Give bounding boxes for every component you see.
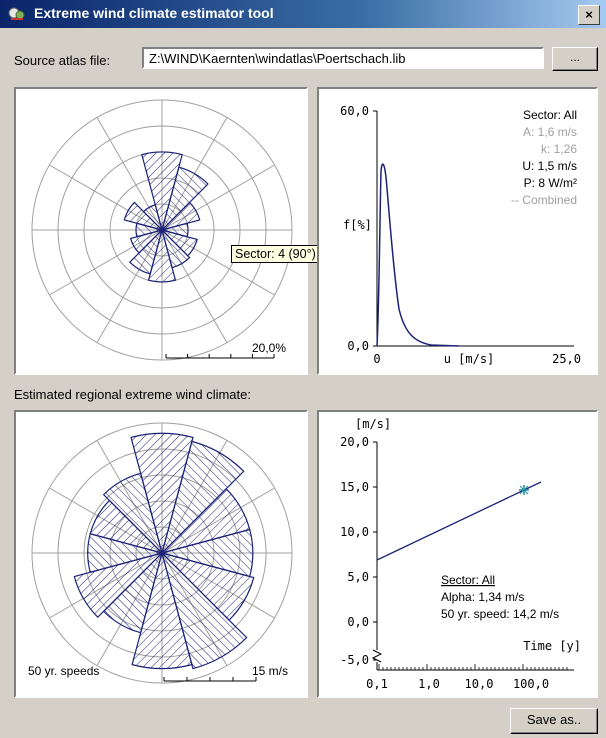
gumbel-panel: [m/s] 20,0 15,0 10,0 5,0 0,0 -5,0 0,1 1,0 10,0 1…: [317, 410, 598, 698]
fifty-year-marker: [519, 485, 529, 495]
extreme-rose-sector-1[interactable]: [130, 432, 194, 556]
info-p: P: 8 W/m²: [524, 176, 577, 190]
freq-rose-sector-11[interactable]: [123, 201, 165, 232]
gumbel-x-tick-label: 0,1: [366, 677, 388, 691]
extreme-rose-sector-7[interactable]: [131, 550, 193, 670]
freq-rose-sector-7[interactable]: [147, 227, 177, 283]
app-icon: [8, 7, 25, 20]
extreme-rose-panel: 50 yr. speeds 15 m/s: [14, 410, 308, 698]
gumbel-x-tick-label: 100,0: [513, 677, 549, 691]
title-bar: Extreme wind climate estimator tool ×: [0, 0, 606, 28]
extreme-rose: 50 yr. speeds 15 m/s: [28, 422, 293, 684]
extreme-rose-center: [159, 550, 165, 556]
gumbel-sector: Sector: All: [441, 573, 495, 587]
freq-rose-sector-8[interactable]: [128, 227, 164, 275]
gumbel-y-tick-label: 10,0: [340, 525, 369, 539]
extreme-rose-sector-12[interactable]: [102, 472, 164, 556]
y-tick-bottom: 0,0: [347, 339, 369, 353]
save-as-button[interactable]: Save as..: [510, 708, 598, 734]
gumbel-50yr-speed: 50 yr. speed: 14,2 m/s: [441, 607, 559, 621]
info-combined: -- Combined: [511, 193, 577, 207]
gumbel-x-tick-label: 10,0: [465, 677, 494, 691]
x-tick-right: 25,0: [552, 352, 581, 366]
distribution-curve: [376, 163, 460, 347]
browse-button[interactable]: ...: [552, 47, 598, 71]
rose-scale-label: 20,0%: [252, 341, 286, 355]
freq-rose-sector-1[interactable]: [141, 151, 183, 233]
y-tick-top: 60,0: [340, 104, 369, 118]
source-path-field[interactable]: Z:\WIND\Kaernten\windatlas\Poertschach.l…: [142, 47, 544, 69]
gumbel-y-unit: [m/s]: [355, 417, 391, 431]
gumbel-y-tick-label: 20,0: [340, 435, 369, 449]
source-label: Source atlas file:: [14, 53, 111, 68]
gumbel-y-tick-label: 5,0: [347, 570, 369, 584]
freq-rose-sector-3[interactable]: [159, 201, 201, 232]
extreme-scale-label: 15 m/s: [252, 664, 288, 678]
close-button[interactable]: ×: [578, 5, 600, 25]
info-sector: Sector: All: [523, 108, 577, 122]
extreme-rose-sector-9[interactable]: [73, 551, 165, 619]
distribution-panel: 60,0 0,0 f[%] 0 25,0 u [m/s] Sector: All…: [317, 87, 598, 375]
freq-rose-center: [159, 227, 165, 233]
gumbel-fit-line: [376, 481, 542, 561]
gumbel-x-tick-label: 1,0: [418, 677, 440, 691]
info-k: k: 1,26: [541, 142, 577, 156]
info-u: U: 1,5 m/s: [522, 159, 577, 173]
x-tick-left: 0: [373, 352, 380, 366]
x-axis-label: u [m/s]: [444, 352, 495, 366]
freq-rose-sector-9[interactable]: [129, 228, 165, 254]
gumbel-y-tick-label: 15,0: [340, 480, 369, 494]
extreme-rose-caption: 50 yr. speeds: [28, 664, 99, 678]
gumbel-alpha: Alpha: 1,34 m/s: [441, 590, 524, 604]
extreme-rose-sector-2[interactable]: [160, 440, 245, 556]
freq-rose-sector-2[interactable]: [160, 166, 209, 233]
gumbel-x-label: Time [y]: [523, 639, 581, 653]
frequency-rose: 20,0%: [31, 99, 293, 361]
y-axis-label: f[%]: [343, 218, 372, 232]
distribution-chart: 60,0 0,0 f[%] 0 25,0 u [m/s] Sector: All…: [340, 104, 581, 366]
freq-rose-sector-12[interactable]: [142, 204, 164, 233]
frequency-rose-panel: 20,0%: [14, 87, 308, 375]
info-a: A: 1,6 m/s: [523, 125, 577, 139]
extreme-section-label: Estimated regional extreme wind climate:: [14, 387, 251, 402]
gumbel-chart: [m/s] 20,0 15,0 10,0 5,0 0,0 -5,0 0,1 1,0 10,0 1…: [340, 417, 581, 691]
gumbel-y-tick-label: 0,0: [347, 615, 369, 629]
window-title: Extreme wind climate estimator tool: [34, 5, 274, 21]
gumbel-y-tick-label: -5,0: [340, 653, 369, 667]
extreme-rose-sector-6[interactable]: [160, 550, 248, 670]
